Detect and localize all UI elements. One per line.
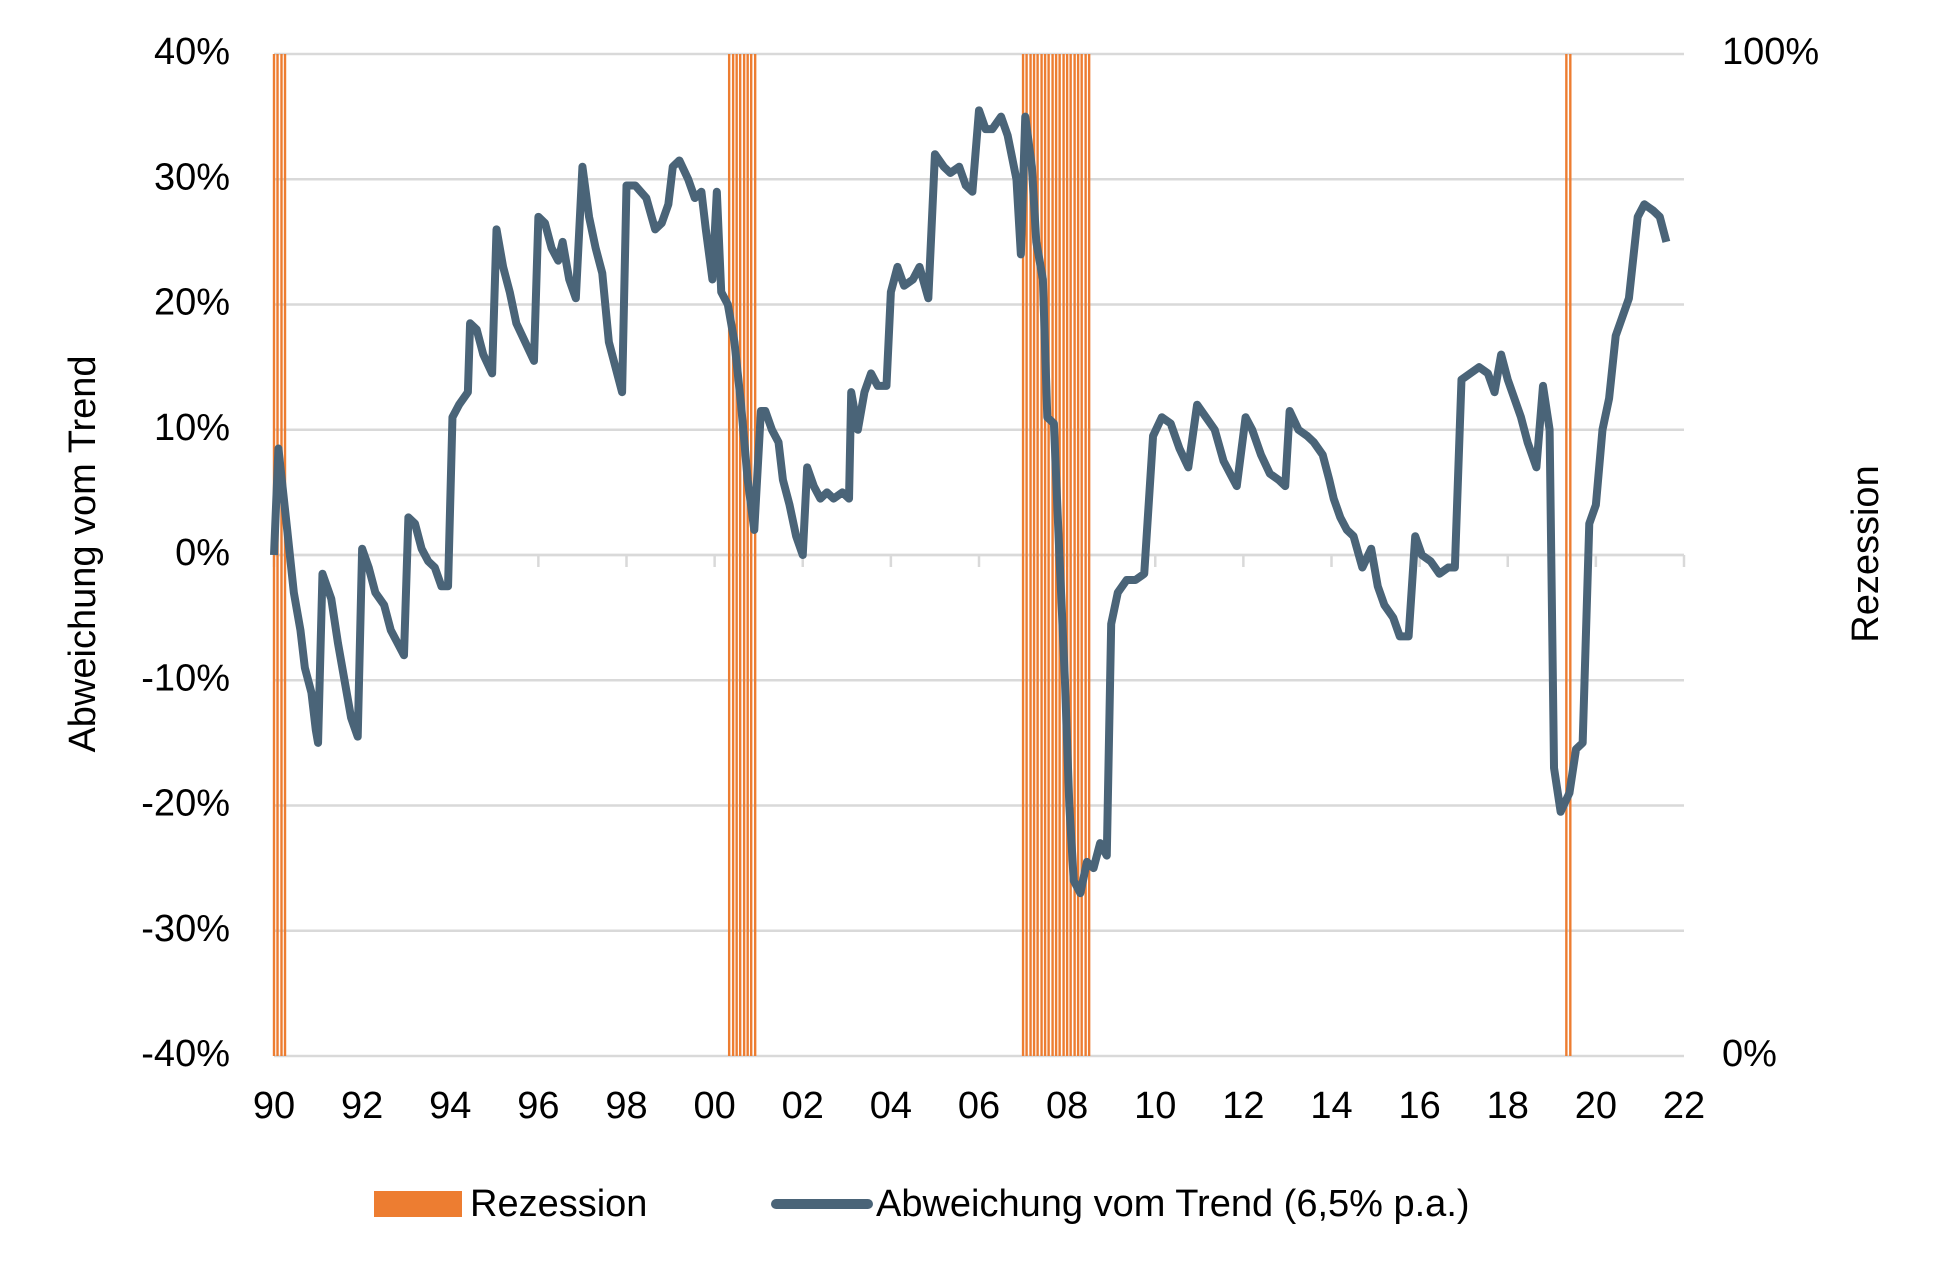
- y-tick-label: -30%: [141, 908, 230, 950]
- recession-bar: [742, 54, 746, 1056]
- x-tick-label: 20: [1575, 1085, 1617, 1127]
- y2-tick-label: 0%: [1722, 1033, 1777, 1075]
- recession-bar: [1069, 54, 1072, 1056]
- x-tick-label: 12: [1222, 1085, 1264, 1127]
- x-tick-label: 22: [1663, 1085, 1705, 1127]
- x-tick-label: 02: [782, 1085, 824, 1127]
- y-axis-title: Abweichung vom Trend: [62, 355, 104, 752]
- x-tick-label: 06: [958, 1085, 1000, 1127]
- recession-bar: [280, 54, 283, 1056]
- x-tick-label: 04: [870, 1085, 912, 1127]
- legend-swatch: [374, 1191, 462, 1217]
- y-tick-label: 40%: [154, 31, 230, 73]
- recession-bar: [1047, 54, 1050, 1056]
- x-tick-label: 18: [1487, 1085, 1529, 1127]
- y-tick-label: -40%: [141, 1033, 230, 1075]
- recession-bar: [735, 54, 738, 1056]
- x-tick-label: 90: [253, 1085, 295, 1127]
- recession-bar: [746, 54, 749, 1056]
- y-tick-label: 20%: [154, 282, 230, 324]
- recession-bar: [1062, 54, 1065, 1056]
- x-tick-label: 00: [693, 1085, 735, 1127]
- recession-bar: [1025, 54, 1028, 1056]
- y2-tick-label: 100%: [1722, 31, 1819, 73]
- recession-bar: [1040, 54, 1043, 1056]
- x-tick-label: 14: [1310, 1085, 1352, 1127]
- legend-label: Rezession: [470, 1183, 647, 1225]
- legend-label: Abweichung vom Trend (6,5% p.a.): [876, 1183, 1470, 1225]
- recession-bar: [1087, 54, 1091, 1056]
- x-tick-label: 08: [1046, 1085, 1088, 1127]
- recession-bar: [727, 54, 731, 1056]
- y-tick-label: 10%: [154, 407, 230, 449]
- y2-axis-title: Rezession: [1845, 465, 1887, 642]
- recession-bar: [1080, 54, 1083, 1056]
- recession-bar: [1073, 54, 1076, 1056]
- trend-line: [270, 106, 1671, 898]
- y-tick-label: 30%: [154, 156, 230, 198]
- recession-bar: [1051, 54, 1054, 1056]
- x-tick-label: 94: [429, 1085, 471, 1127]
- x-tick-label: 10: [1134, 1085, 1176, 1127]
- recession-bar: [1569, 54, 1572, 1056]
- y-tick-label: 0%: [175, 532, 230, 574]
- recession-bar: [1065, 54, 1069, 1056]
- x-tick-label: 96: [517, 1085, 559, 1127]
- recession-bar: [1021, 54, 1025, 1056]
- recession-bar: [1032, 54, 1036, 1056]
- y-tick-label: -10%: [141, 657, 230, 699]
- recession-bar: [1076, 54, 1080, 1056]
- recession-bar: [1043, 54, 1047, 1056]
- recession-bar: [1029, 54, 1032, 1056]
- recession-bar: [1036, 54, 1039, 1056]
- recession-bar: [738, 54, 742, 1056]
- recession-bar: [731, 54, 735, 1056]
- x-tick-label: 92: [341, 1085, 383, 1127]
- recession-bar: [1565, 54, 1568, 1056]
- recession-bar: [283, 54, 287, 1056]
- recession-bar: [1084, 54, 1087, 1056]
- recession-bar: [749, 54, 753, 1056]
- x-tick-label: 98: [605, 1085, 647, 1127]
- recession-bar: [753, 54, 757, 1056]
- x-tick-label: 16: [1398, 1085, 1440, 1127]
- y-tick-label: -20%: [141, 783, 230, 825]
